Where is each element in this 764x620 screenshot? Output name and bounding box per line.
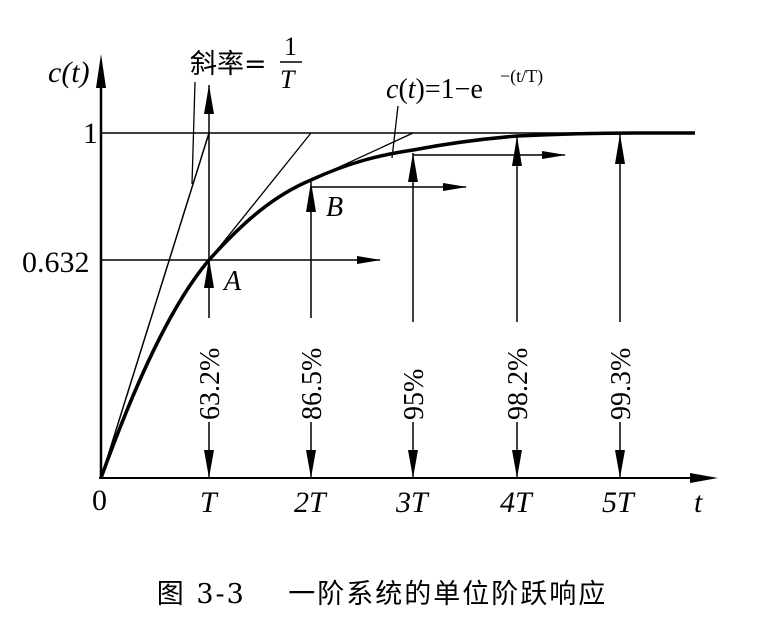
dim-arrow-2t (306, 182, 316, 478)
dim-arrow-4t (512, 136, 522, 478)
slope-leader (191, 81, 196, 185)
origin-label: 0 (92, 484, 107, 517)
x-tick-3t: 3T (395, 486, 430, 519)
dim-arrow-t (204, 85, 214, 478)
curve-formula-exponent: −(t/T) (500, 66, 543, 87)
x-tick-5t: 5T (602, 486, 636, 519)
curve-formula: c(t)=1−e (386, 74, 483, 105)
x-tick-2t: 2T (294, 486, 328, 519)
pct-98: 98.2% (503, 348, 534, 420)
x-axis-label: t (694, 486, 703, 519)
x-axis (99, 473, 718, 483)
point-b-label: B (326, 192, 343, 223)
dim-arrow-5t (615, 134, 625, 478)
response-curve (99, 131, 695, 479)
slope-numerator: 1 (284, 32, 297, 61)
dim-arrow-3t (408, 153, 418, 478)
y-axis-label: c(t) (48, 56, 90, 89)
x-tick-t: T (200, 486, 219, 519)
slope-label: 斜率= (190, 49, 267, 80)
tangent-at-a (208, 132, 312, 261)
figure-caption: 图 3-3 一阶系统的单位阶跃响应 (0, 572, 764, 611)
y-tick-1: 1 (83, 117, 98, 150)
point-a-label: A (222, 266, 242, 297)
y-tick-0632: 0.632 (22, 246, 90, 279)
caption-number: 图 3-3 (156, 579, 246, 610)
y-axis (96, 54, 106, 478)
formula-leader (391, 105, 399, 159)
pct-99: 99.3% (606, 348, 637, 420)
x-tick-4t: 4T (500, 486, 534, 519)
pct-86: 86.5% (297, 348, 328, 420)
pct-95: 95% (399, 369, 430, 420)
pct-63: 63.2% (195, 348, 226, 420)
caption-text: 一阶系统的单位阶跃响应 (288, 579, 608, 610)
tangent-at-origin (100, 132, 210, 479)
slope-denominator: T (280, 65, 296, 94)
